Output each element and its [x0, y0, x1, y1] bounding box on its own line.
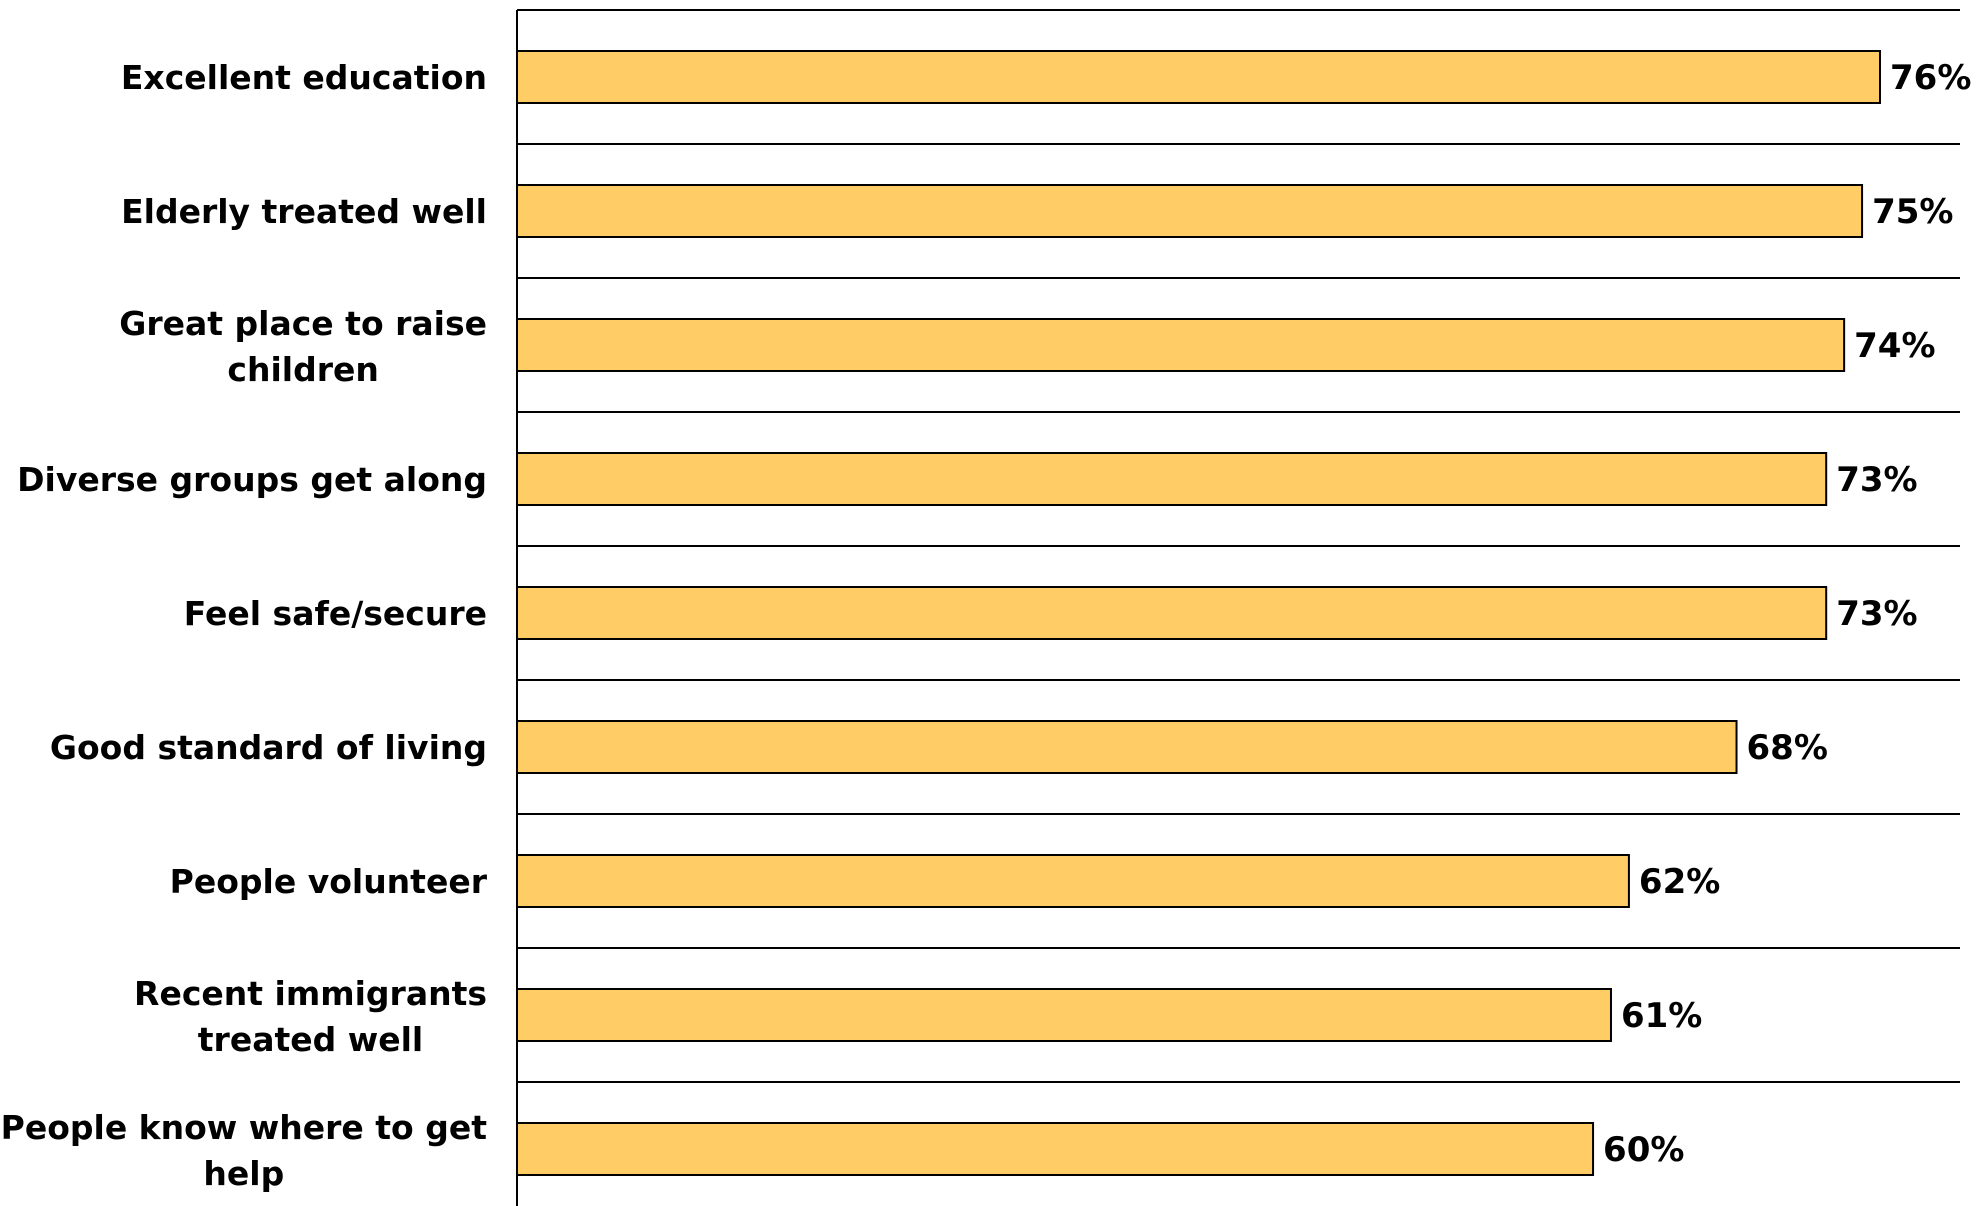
value-label: 73% [1836, 460, 1917, 500]
bar-4 [516, 452, 1828, 506]
bar-1 [516, 50, 1881, 104]
value-label: 76% [1890, 58, 1971, 98]
category-label-line: Recent immigrants [134, 974, 487, 1013]
value-label: 62% [1639, 862, 1720, 902]
category-label-line: People volunteer [170, 862, 488, 901]
bar-8 [516, 988, 1612, 1042]
category-label: Diverse groups get along [17, 460, 487, 499]
category-label: Good standard of living [50, 728, 487, 767]
value-label: 75% [1872, 192, 1953, 232]
category-label-line: Great place to raise [119, 304, 487, 343]
bar-2 [516, 184, 1864, 238]
value-label: 68% [1747, 728, 1828, 768]
category-label-line: Feel safe/secure [184, 594, 487, 633]
category-labels: Excellent education Elderly treated well G… [1, 58, 488, 1193]
category-label: Elderly treated well [121, 192, 487, 231]
value-label: 74% [1854, 326, 1935, 366]
category-label-line: Good standard of living [50, 728, 487, 767]
bar-9 [516, 1122, 1595, 1176]
value-labels: 76% 75% 74% 73% 73% 68% 62% 61% 60% [1603, 58, 1971, 1170]
bars [516, 50, 1881, 1176]
category-label-line: Elderly treated well [121, 192, 487, 231]
category-label-line: Diverse groups get along [17, 460, 487, 499]
bar-5 [516, 586, 1828, 640]
category-label-line: treated well [198, 1020, 423, 1059]
category-label: People know where to get help [1, 1108, 488, 1193]
value-label: 60% [1603, 1130, 1684, 1170]
bar-7 [516, 854, 1630, 908]
category-label: Excellent education [121, 58, 487, 97]
gridlines [517, 9, 1960, 1083]
category-label: Great place to raise children [119, 304, 487, 389]
bar-6 [516, 720, 1738, 774]
bar-3 [516, 318, 1846, 372]
category-label-line: Excellent education [121, 58, 487, 97]
value-label: 61% [1621, 996, 1702, 1036]
value-label: 73% [1836, 594, 1917, 634]
category-label-line: help [203, 1154, 284, 1193]
category-label-line: People know where to get [1, 1108, 488, 1147]
category-label: People volunteer [170, 862, 488, 901]
category-label: Recent immigrants treated well [134, 974, 487, 1059]
category-label-line: children [227, 350, 378, 389]
category-label: Feel safe/secure [184, 594, 487, 633]
